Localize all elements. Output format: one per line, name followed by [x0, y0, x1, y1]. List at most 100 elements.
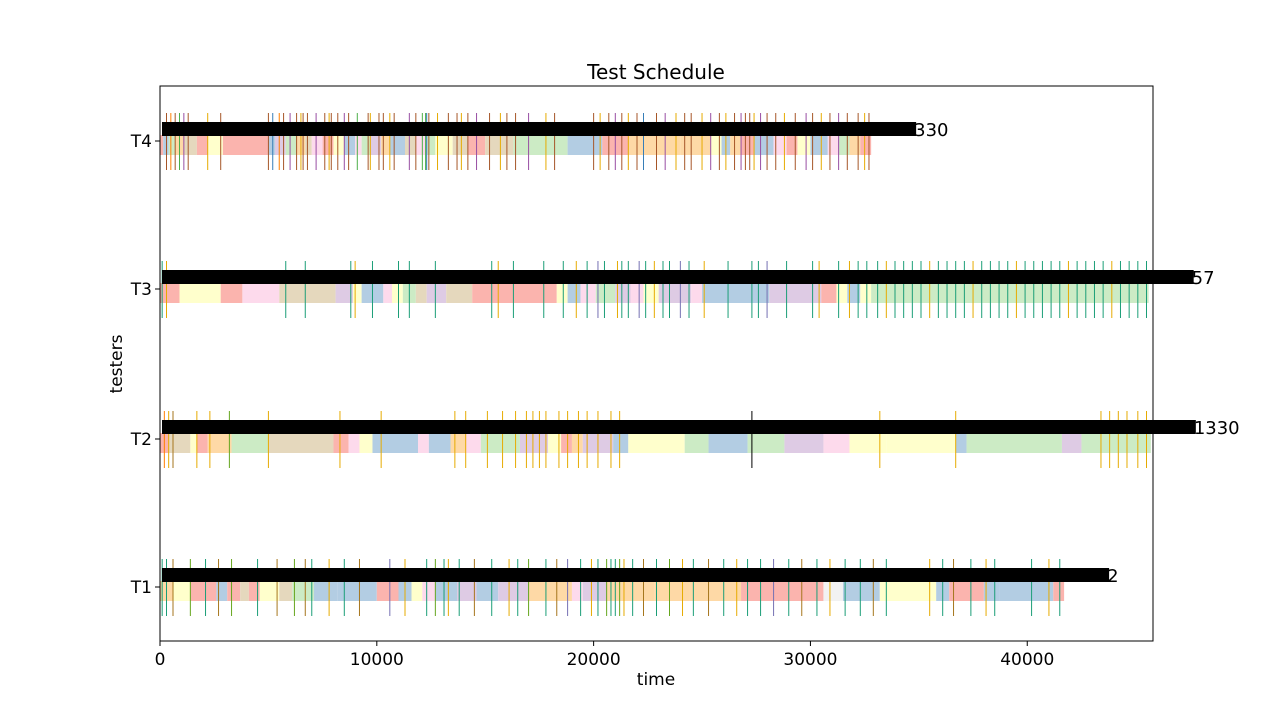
task-block: [207, 135, 223, 155]
task-block: [476, 581, 499, 601]
x-axis-label: time: [637, 670, 675, 690]
task-block: [769, 283, 822, 303]
tester-row-t1: 2: [160, 559, 1119, 616]
task-block: [689, 581, 742, 601]
task-block: [190, 581, 217, 601]
task-block: [741, 135, 755, 155]
task-block: [472, 283, 557, 303]
task-block: [359, 433, 373, 453]
task-block: [285, 135, 297, 155]
task-block: [606, 581, 655, 601]
axes-frame: [159, 85, 1154, 642]
task-block: [457, 581, 477, 601]
label-band: [162, 270, 1194, 284]
task-block: [372, 433, 419, 453]
x-tick-label: 30000: [783, 650, 837, 670]
task-block: [786, 135, 798, 155]
task-block: [628, 433, 685, 453]
x-axis: 0 10000 20000 30000 40000: [155, 641, 1054, 670]
task-block: [452, 135, 468, 155]
task-block: [615, 283, 631, 303]
task-block: [435, 581, 458, 601]
task-block: [428, 433, 451, 453]
task-block: [498, 581, 529, 601]
y-axis-label: testers: [107, 334, 127, 393]
task-block: [613, 433, 629, 453]
tester-row-t4: 330: [160, 113, 949, 170]
task-block: [955, 433, 967, 453]
task-block: [207, 433, 232, 453]
task-block: [160, 135, 164, 155]
x-tick-label: 10000: [350, 650, 404, 670]
task-block: [836, 283, 848, 303]
y-tick-label: T4: [130, 132, 152, 152]
task-block: [730, 135, 742, 155]
task-block: [773, 135, 787, 155]
task-block: [391, 283, 403, 303]
task-block: [231, 433, 269, 453]
task-block: [580, 283, 596, 303]
task-block: [422, 581, 436, 601]
task-block: [680, 135, 711, 155]
task-block: [595, 283, 616, 303]
task-block: [274, 135, 286, 155]
task-block: [513, 135, 568, 155]
task-block: [268, 135, 275, 155]
task-block: [370, 135, 382, 155]
task-block: [567, 135, 603, 155]
task-block: [847, 283, 861, 303]
task-block: [183, 135, 197, 155]
task-block: [333, 433, 349, 453]
task-block: [220, 283, 243, 303]
task-block: [426, 135, 436, 155]
task-block: [389, 135, 405, 155]
task-block: [528, 581, 572, 601]
task-block: [196, 135, 208, 155]
task-block: [1053, 581, 1065, 601]
task-block: [355, 135, 362, 155]
task-block: [415, 283, 427, 303]
task-block: [160, 283, 180, 303]
task-block: [630, 283, 644, 303]
task-block: [173, 581, 191, 601]
y-tick-label: T2: [130, 430, 152, 450]
task-block: [337, 581, 377, 601]
chart-title: Test Schedule: [586, 60, 725, 84]
task-block: [381, 135, 390, 155]
x-tick-label: 0: [155, 650, 166, 670]
task-block: [784, 433, 824, 453]
task-block: [1061, 433, 1082, 453]
task-block: [571, 433, 583, 453]
task-block: [279, 283, 336, 303]
task-block: [628, 135, 650, 155]
task-block: [886, 433, 956, 453]
label-band: [162, 122, 917, 136]
task-block: [827, 135, 839, 155]
task-block: [404, 135, 416, 155]
task-block: [838, 135, 850, 155]
task-block: [361, 135, 371, 155]
task-block: [465, 433, 481, 453]
task-block: [708, 433, 748, 453]
task-block: [376, 581, 399, 601]
task-block: [571, 581, 583, 601]
task-block: [849, 433, 887, 453]
task-block: [268, 433, 334, 453]
x-tick-label: 40000: [1000, 650, 1054, 670]
task-block: [849, 135, 861, 155]
task-block: [242, 283, 280, 303]
task-block: [485, 135, 514, 155]
task-block: [418, 433, 429, 453]
task-block: [344, 135, 356, 155]
task-block: [450, 433, 466, 453]
task-block: [227, 581, 241, 601]
task-block: [179, 283, 221, 303]
task-block: [879, 581, 937, 601]
tester-row-t3: 57: [160, 261, 1215, 318]
task-block: [658, 283, 692, 303]
task-block: [383, 283, 392, 303]
task-block: [797, 135, 811, 155]
task-block: [415, 135, 427, 155]
task-block: [322, 135, 334, 155]
task-block: [702, 283, 770, 303]
